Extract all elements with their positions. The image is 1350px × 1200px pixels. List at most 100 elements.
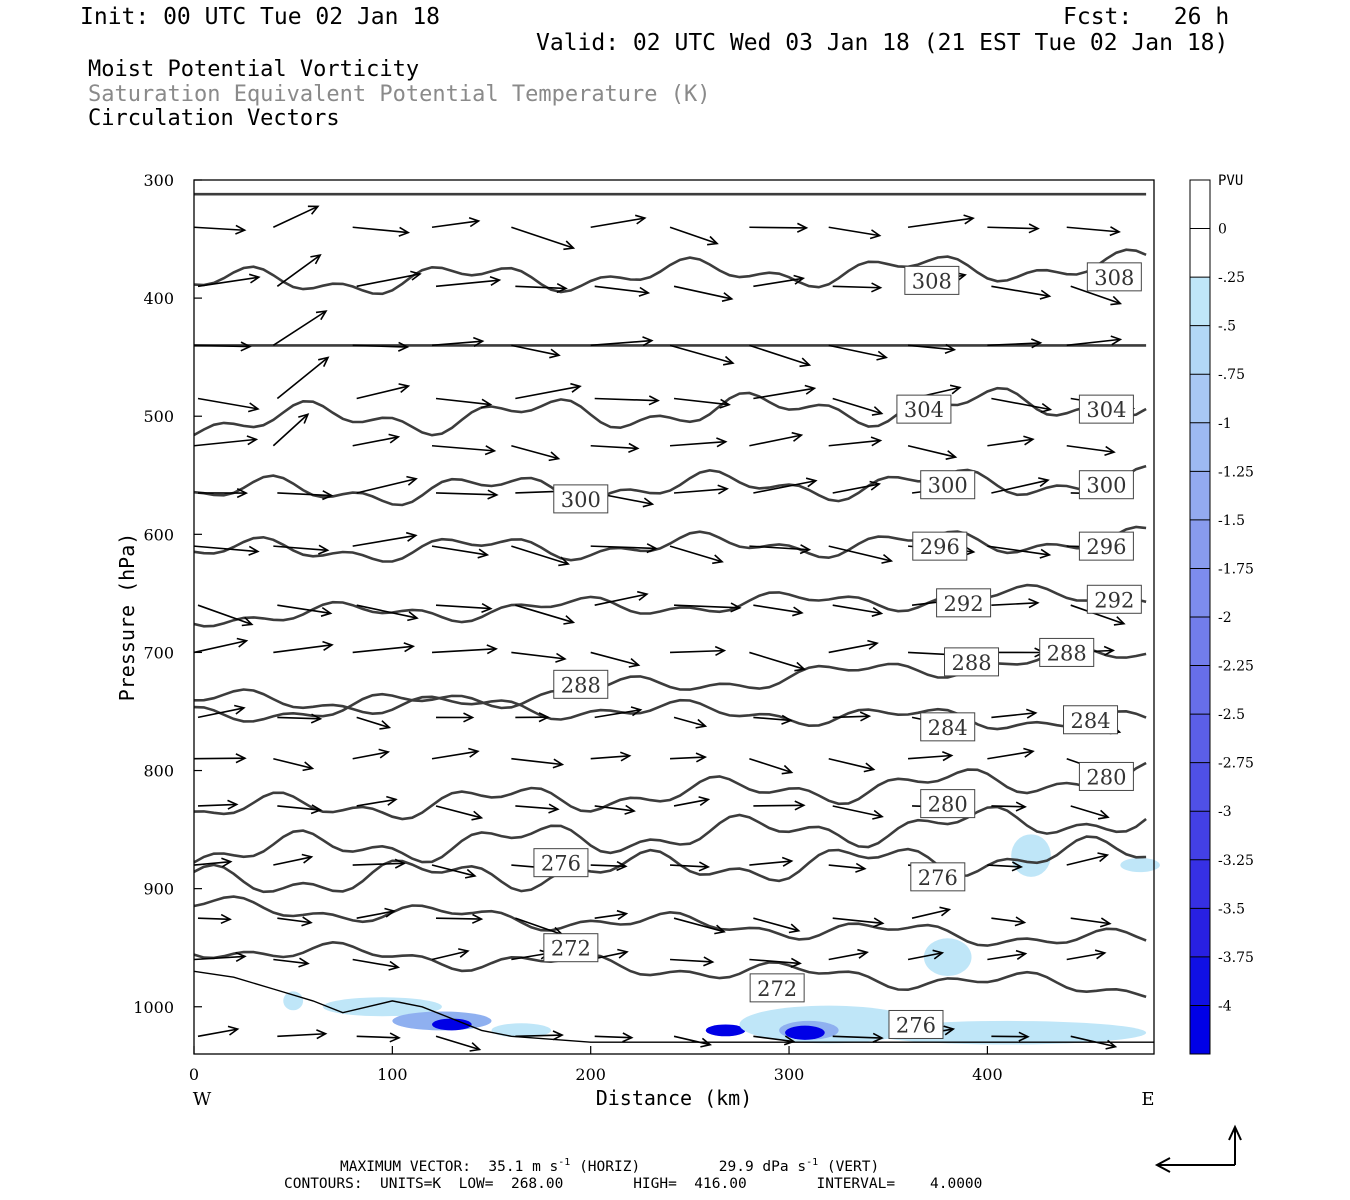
vector-head xyxy=(240,341,252,352)
contour-label-box xyxy=(1086,584,1142,614)
vector-shaft xyxy=(1066,444,1115,453)
contour-label-box xyxy=(543,933,599,963)
colorbar-tick-label: -3 xyxy=(1218,804,1232,820)
vector-shaft xyxy=(277,805,321,811)
vector-head xyxy=(799,544,812,555)
vector-shaft xyxy=(1070,917,1110,925)
contour-label-box xyxy=(904,265,960,295)
colorbar-tick-label: -1 xyxy=(1218,416,1232,432)
y-tick-label: 500 xyxy=(143,407,174,426)
vector-head xyxy=(963,214,975,225)
contour-label: 288 xyxy=(561,673,601,697)
vector-head xyxy=(783,1035,796,1046)
contour-label-box xyxy=(936,588,992,618)
vector-shaft xyxy=(197,707,245,719)
colorbar-swatch xyxy=(1190,908,1210,958)
vector-head xyxy=(538,712,550,723)
vector-shaft xyxy=(753,277,804,288)
contour-label-box xyxy=(749,973,805,1003)
vector-shaft xyxy=(193,860,231,866)
y-tick-label: 600 xyxy=(143,525,174,544)
vector-shaft xyxy=(352,862,405,866)
vector-shaft xyxy=(907,344,955,351)
vector-head xyxy=(1094,949,1107,960)
vector-shaft xyxy=(435,397,491,406)
vector-shaft xyxy=(749,860,792,866)
colorbar-tick-label: -4 xyxy=(1218,998,1232,1014)
colorbar-swatch xyxy=(1190,471,1210,521)
colorbar-swatch xyxy=(1190,180,1210,230)
mpv-shade xyxy=(705,1024,746,1037)
vector-shaft xyxy=(669,958,713,963)
mpv-shade xyxy=(322,997,442,1017)
vector-head xyxy=(630,706,643,717)
vector-head xyxy=(463,712,475,723)
vector-head xyxy=(220,913,232,925)
west-label: W xyxy=(193,1089,212,1110)
contour-label-box xyxy=(1078,394,1134,424)
vector-shaft xyxy=(594,805,635,812)
vector-shaft xyxy=(749,434,802,447)
contour-label: 272 xyxy=(757,977,797,1001)
vector-head xyxy=(322,490,334,501)
vector-shaft xyxy=(832,397,882,415)
vector-shaft xyxy=(1070,1035,1116,1048)
vector-head xyxy=(872,809,884,820)
vector-shaft xyxy=(431,950,469,961)
vector-shaft xyxy=(594,285,649,294)
theta-es-contour xyxy=(193,248,1147,296)
vector-shaft xyxy=(197,917,231,921)
vector-shaft xyxy=(352,534,416,547)
vector-head xyxy=(248,545,260,556)
colorbar-tick-label: -2.25 xyxy=(1218,659,1254,675)
colorbar-swatch xyxy=(1190,665,1210,715)
vector-shaft xyxy=(277,492,332,497)
x-axis: 0 100 200 300 400 xyxy=(189,1046,1003,1084)
vector-head xyxy=(642,497,655,508)
vector-shaft xyxy=(352,958,399,969)
vector-head xyxy=(552,1030,564,1041)
vector-head xyxy=(555,652,567,663)
vector-shaft xyxy=(1070,805,1109,818)
contours-note: CONTOURS: UNITS=K LOW= 268.00 HIGH= 416.… xyxy=(284,1176,983,1192)
vector-head xyxy=(236,637,249,648)
max-vector-label: MAXIMUM VECTOR: xyxy=(340,1158,471,1175)
vector-head xyxy=(246,435,259,446)
vector-head xyxy=(1015,801,1027,812)
vector-shaft xyxy=(832,715,870,719)
horiz-suffix: (HORIZ) xyxy=(579,1158,641,1175)
vector-head xyxy=(389,1032,401,1043)
vector-shaft xyxy=(991,397,1051,411)
theta-es-contour xyxy=(193,464,1147,507)
vector-head xyxy=(628,442,640,453)
vector-head xyxy=(302,761,315,772)
mpv-shade xyxy=(923,938,972,977)
vector-head xyxy=(386,795,398,806)
mpv-shade xyxy=(1011,834,1051,877)
theta-es-contour xyxy=(193,940,1147,999)
east-label: E xyxy=(1141,1089,1154,1110)
colorbar-swatch xyxy=(1190,422,1210,472)
theta-es-contour xyxy=(193,525,1147,563)
contour-label: 292 xyxy=(1094,588,1134,612)
vector-head xyxy=(781,764,794,775)
vector-shaft xyxy=(832,917,883,925)
vector-shaft xyxy=(435,492,497,496)
init-time: Init: 00 UTC Tue 02 Jan 18 xyxy=(80,4,441,30)
vector-shaft xyxy=(987,226,1039,230)
vector-head xyxy=(628,657,641,668)
vector-head xyxy=(235,951,247,962)
theta-es-contour xyxy=(193,583,1147,628)
vector-shaft xyxy=(749,958,801,965)
vector-shaft xyxy=(356,1035,400,1039)
vector-shaft xyxy=(669,226,718,245)
field-title-mpv: Moist Potential Vorticity xyxy=(88,57,420,82)
vector-head xyxy=(301,916,313,927)
vector-shaft xyxy=(197,276,259,288)
vector-head xyxy=(796,222,809,233)
vector-shaft xyxy=(1066,952,1105,961)
vector-shaft xyxy=(356,716,390,729)
vector-shaft xyxy=(273,856,312,866)
contour-label-box xyxy=(920,712,976,742)
vector-head xyxy=(1023,747,1035,758)
